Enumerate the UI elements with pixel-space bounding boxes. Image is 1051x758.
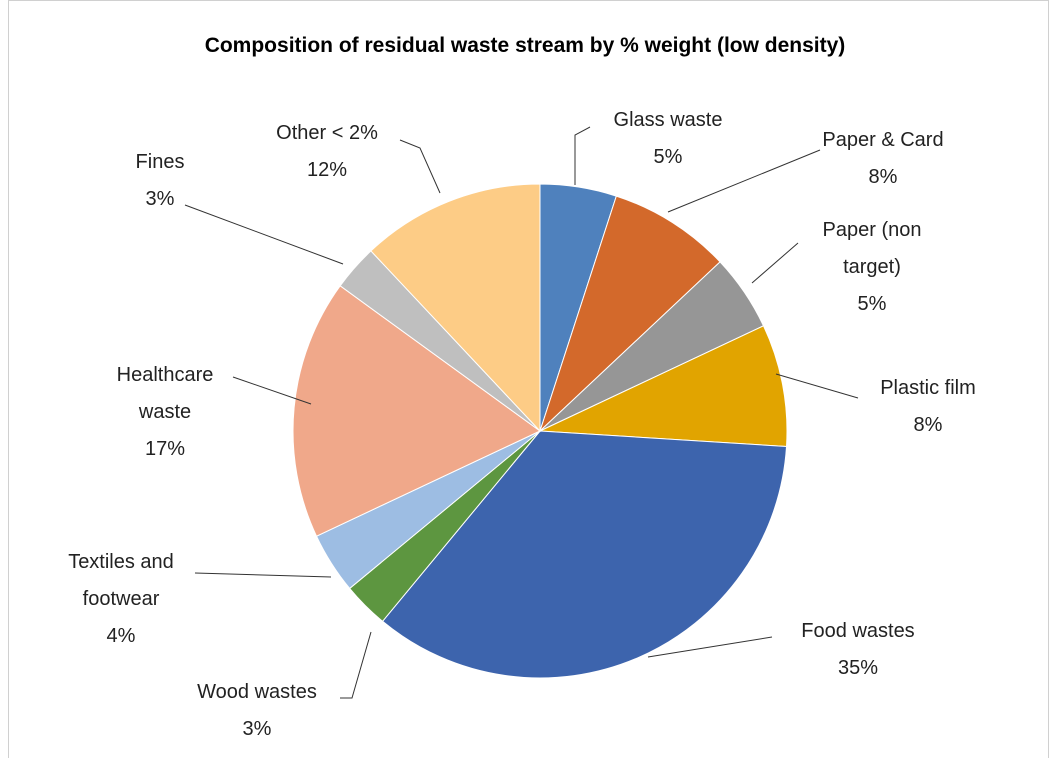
category-label: Paper & Card [822, 129, 944, 151]
slice-label: Textiles and footwear 4% [46, 544, 196, 655]
slice-label: Other < 2% 12% [252, 115, 402, 189]
pie-slice [539, 325, 788, 448]
leader-line [399, 139, 441, 194]
leader-line [232, 376, 312, 405]
label-box: Plastic film 8% [848, 370, 1008, 444]
category-label: Healthcare waste [116, 364, 214, 423]
value-label: 3% [145, 188, 175, 210]
label-box: Food wastes 35% [768, 613, 948, 687]
category-label: Other < 2% [276, 122, 378, 144]
leader-line [194, 572, 332, 578]
category-label: Textiles and footwear [68, 551, 174, 610]
leader-line [184, 204, 344, 265]
pie-slice [370, 183, 541, 433]
label-box: Paper & Card 8% [798, 122, 968, 196]
slice-label: Plastic film 8% [848, 370, 1008, 444]
value-label: 8% [868, 166, 898, 188]
slice-label: Paper & Card 8% [798, 122, 968, 196]
value-label: 5% [857, 293, 887, 315]
pie-slice [381, 430, 788, 679]
leader-line [751, 242, 799, 284]
label-box: Glass waste 5% [583, 102, 753, 176]
label-box: Fines 3% [110, 144, 210, 218]
slice-label: Food wastes 35% [768, 613, 948, 687]
category-label: Glass waste [613, 109, 723, 131]
slice-label: Paper (non target) 5% [812, 212, 932, 323]
leader-line [647, 636, 773, 658]
leader-line [574, 126, 591, 185]
category-label: Paper (non target) [822, 219, 922, 278]
value-label: 5% [653, 146, 683, 168]
slice-label: Wood wastes 3% [167, 674, 347, 748]
pie-slice [292, 285, 541, 537]
leader-line [775, 373, 859, 399]
pie-slice [539, 195, 721, 432]
title-box: Composition of residual waste stream by … [204, 34, 846, 57]
label-box: Textiles and footwear 4% [46, 544, 196, 655]
slice-label: Glass waste 5% [583, 102, 753, 176]
label-box: Healthcare waste 17% [100, 357, 230, 468]
value-label: 35% [837, 657, 879, 679]
category-label: Wood wastes [197, 681, 317, 703]
leader-line [340, 631, 372, 699]
label-box: Other < 2% 12% [252, 115, 402, 189]
chart-title: Composition of residual waste stream by … [204, 34, 846, 57]
category-label: Food wastes [801, 620, 915, 642]
value-label: 4% [106, 625, 136, 647]
label-box: Paper (non target) 5% [812, 212, 932, 323]
value-label: 3% [242, 718, 272, 740]
value-label: 17% [144, 438, 186, 460]
label-box: Wood wastes 3% [167, 674, 347, 748]
slice-label: Fines 3% [110, 144, 210, 218]
category-label: Fines [135, 151, 185, 173]
value-label: 8% [913, 414, 943, 436]
category-label: Plastic film [880, 377, 976, 399]
slice-label: Healthcare waste 17% [100, 357, 230, 468]
value-label: 12% [306, 159, 348, 181]
leader-line [667, 149, 821, 213]
